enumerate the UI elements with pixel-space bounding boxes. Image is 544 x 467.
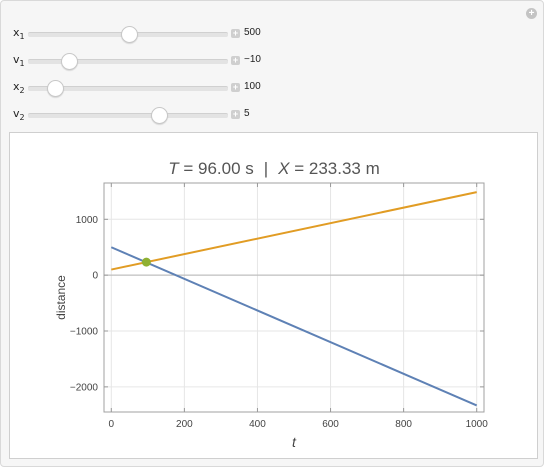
slider-v2-label: v2 [13,107,25,123]
slider-v2-thumb[interactable] [150,107,168,124]
x-tick-label: 200 [176,419,193,430]
plot-frame [103,182,485,413]
intersection-marker [141,257,151,267]
slider-v1-label: v1 [13,53,25,69]
slider-x2-label: x2 [13,80,25,96]
slider-x2-track[interactable] [28,86,228,91]
slider-v2-track[interactable] [28,113,228,118]
slider-x2: x2 + 100 [1,79,301,97]
slider-v2-expand-icon[interactable]: + [231,109,240,119]
slider-x2-thumb[interactable] [46,80,64,97]
slider-x2-value: 100 [244,81,261,92]
slider-v2-value: 5 [244,108,250,119]
slider-x2-expand-icon[interactable]: + [231,82,240,92]
distance-time-chart: T = 96.00 s | X = 233.33 m 0 200 400 600 800 10… [54,159,488,450]
y-tick-label: −1000 [70,327,99,338]
plot-area: T = 96.00 s | X = 233.33 m 0 200 400 600 800 10… [9,132,538,459]
slider-v1-track[interactable] [28,59,228,64]
x-tick-label: 800 [395,419,412,430]
plot-title: T = 96.00 s | X = 233.33 m [168,159,380,178]
y-axis-label: distance [54,275,68,320]
x-tick-label: 0 [109,419,115,430]
y-tick-label: −2000 [70,382,99,393]
slider-x1-label: x1 [13,26,25,42]
series-line-2 [111,191,477,271]
slider-v1-thumb[interactable] [60,53,78,70]
series-lines [110,191,478,407]
slider-x1: x1 + 500 [1,25,301,43]
x-axis-label: t [292,434,297,450]
slider-x1-expand-icon[interactable]: + [231,28,240,38]
y-tick-label: 0 [92,271,98,282]
axes-frame [103,182,485,413]
y-tick-label: 1000 [76,215,99,226]
slider-v1: v1 + −10 [1,52,301,70]
series-line-1 [110,246,478,407]
slider-v2: v2 + 5 [1,106,301,124]
grid-lines [104,183,484,412]
slider-v1-expand-icon[interactable]: + [231,55,240,65]
x-tick-label: 1000 [466,419,489,430]
tick-labels: 0 200 400 600 800 1000 −2000 −1000 0 1000 [70,215,488,430]
x-tick-label: 600 [322,419,339,430]
slider-x1-thumb[interactable] [120,26,138,43]
slider-x1-value: 500 [244,27,261,38]
slider-v1-value: −10 [244,54,261,65]
x-tick-label: 400 [249,419,266,430]
add-panel-icon[interactable]: + [526,8,537,19]
